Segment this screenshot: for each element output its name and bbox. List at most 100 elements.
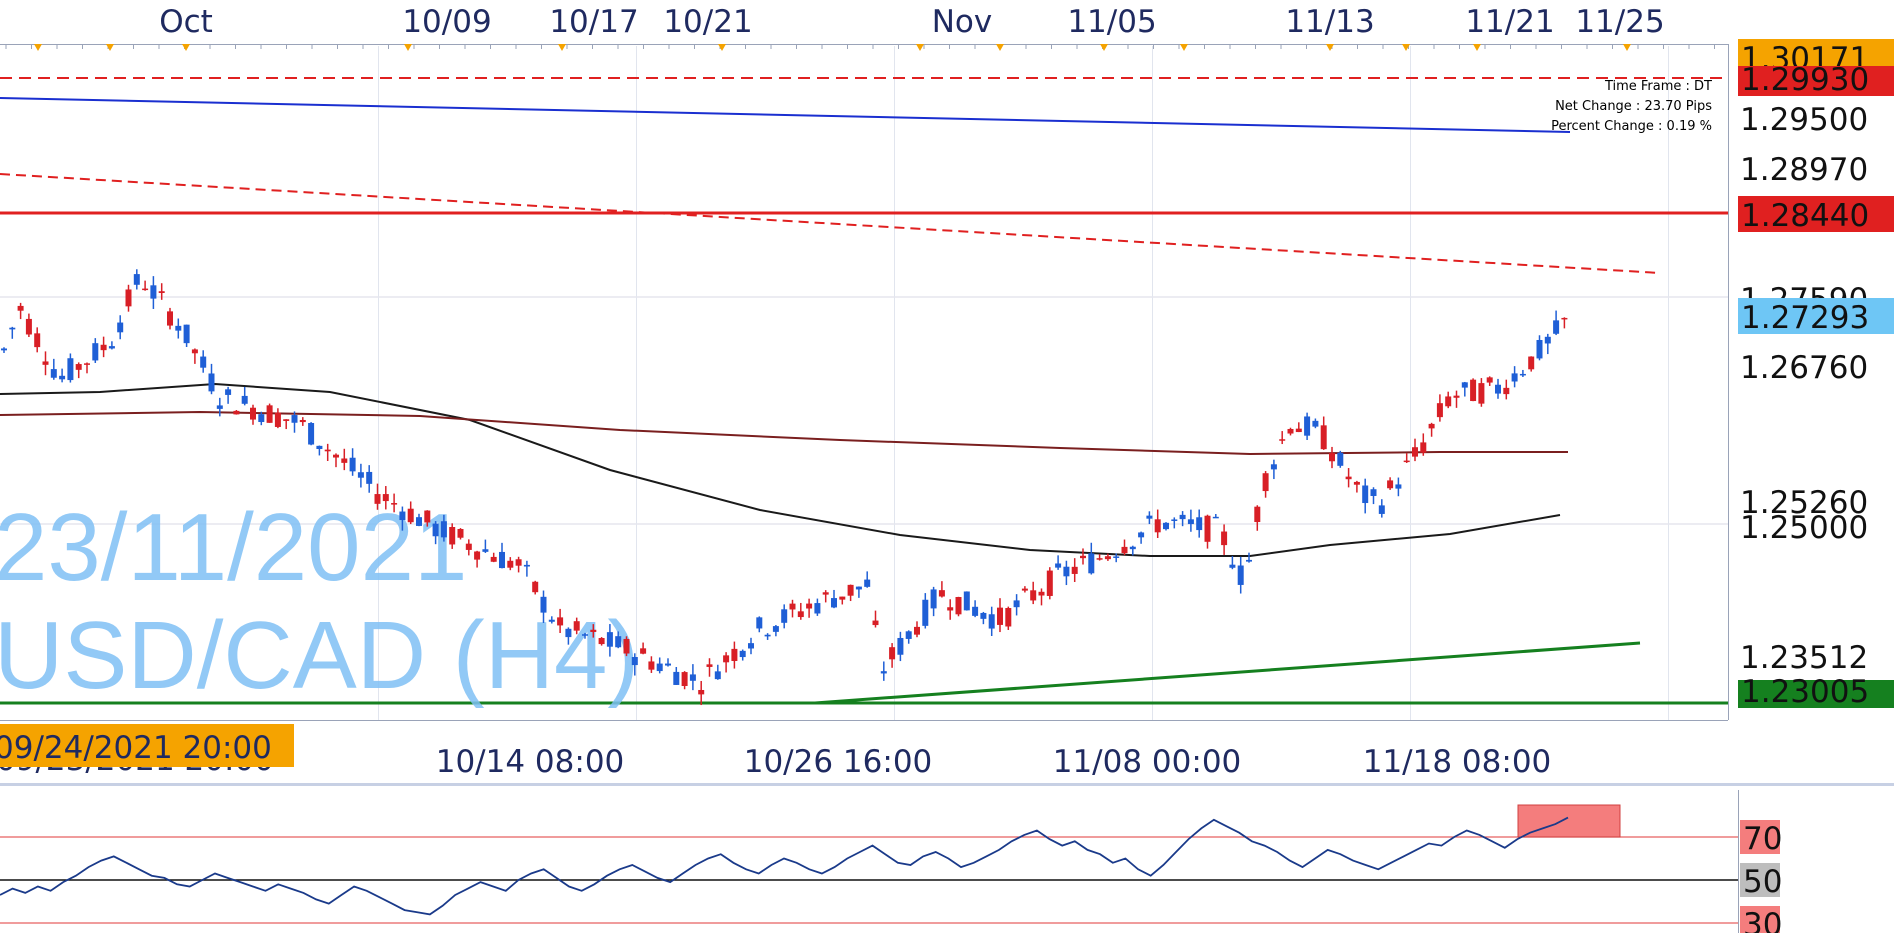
bearish-candle [250,407,256,420]
bearish-candle [1096,558,1103,560]
bearish-candle [1478,383,1485,404]
bearish-candle [1021,588,1028,591]
bullish-candle [50,369,57,378]
bullish-candle [1237,565,1244,585]
bullish-candle [673,671,680,685]
bearish-candle [333,454,339,458]
bullish-candle [1146,515,1153,519]
bullish-candle [963,591,970,611]
bearish-candle [648,661,655,670]
bearish-candle [938,590,945,597]
bullish-candle [1378,505,1385,514]
rsi-panel: 70 50 30 [0,790,1782,933]
bearish-candle [1221,531,1228,546]
bullish-candle [972,606,979,616]
bullish-candle [258,414,265,423]
bullish-candle [1461,382,1468,388]
price-tick-label: 1.28970 [1740,152,1868,188]
bearish-candle [1154,519,1161,533]
bottom-date-label: 11/08 00:00 [1053,744,1242,780]
bullish-candle [67,358,74,381]
bearish-candle [1412,447,1418,457]
bearish-candle [681,672,688,687]
candlesticks [1,269,1568,706]
rsi-tick-box [1740,863,1780,897]
bearish-candle [1254,506,1261,523]
period-marker [996,44,1004,51]
rsi-line [0,816,1569,916]
bullish-candle [108,346,115,349]
level-label-value: 1.29930 [1741,62,1869,98]
bullish-candle [615,636,622,648]
bearish-candle [449,527,456,545]
top-date-label: 11/05 [1067,4,1156,40]
price-tick-label: 1.29500 [1740,102,1868,138]
level-label-value: 1.28440 [1741,198,1869,234]
bearish-candle [474,551,481,560]
bullish-candle [1337,452,1344,466]
bearish-candle [839,596,846,600]
bearish-candle [100,344,107,351]
period-marker [1473,44,1481,51]
bullish-candle [1013,600,1020,608]
level-label-value: 1.27293 [1741,300,1869,336]
price-tick-label: 1.26760 [1740,350,1868,386]
period-marker [1402,44,1410,51]
period-marker [1180,44,1188,51]
bullish-candle [1544,336,1551,344]
bearish-candle [997,607,1003,625]
bullish-candle [1129,546,1136,550]
bearish-candle [266,405,273,423]
top-date-label: Oct [159,4,213,40]
bullish-candle [880,671,887,674]
bullish-candle [150,285,157,299]
period-marker [916,44,924,51]
level-label-box [1738,298,1894,334]
bullish-candle [1229,564,1236,568]
period-marker [404,44,412,51]
bullish-candle [1312,420,1319,427]
bearish-candle [374,494,381,504]
bullish-candle [565,628,572,638]
bearish-candle [557,617,564,626]
bullish-candle [1196,517,1203,531]
bullish-candle [764,634,771,637]
price-tick-label: 1.25000 [1740,510,1868,546]
price-axis-labels: 1.295001.289701.275901.267601.252601.250… [1740,102,1868,676]
bearish-candle [847,584,854,596]
cursor-time-box [0,724,294,767]
bullish-candle [831,598,837,608]
bullish-candle [1270,464,1277,470]
bullish-candle [523,564,530,567]
bearish-candle [640,648,647,654]
bearish-candle [1121,546,1128,554]
date-watermark: 23/11/2021 [0,494,467,601]
panel-separator [0,783,1894,786]
bearish-candle [1204,515,1211,542]
bullish-candle [1553,320,1560,334]
bearish-candle [806,603,813,609]
bullish-candle [9,327,16,330]
bearish-candle [324,449,331,452]
period-marker [1326,44,1334,51]
bullish-candle [1212,516,1219,519]
bullish-candle [714,671,721,680]
bearish-candle [1005,608,1012,627]
bearish-candle [723,655,730,663]
bearish-candle [1279,439,1286,441]
bearish-candle [1320,425,1327,450]
period-marker [718,44,726,51]
bearish-candle [167,311,173,326]
bullish-candle [416,517,422,526]
bullish-candle [241,395,248,404]
bullish-candle [1370,489,1377,496]
price-tick-label: 1.25260 [1740,485,1868,521]
bearish-candle [1403,460,1410,463]
bullish-candle [922,599,929,626]
bullish-candle [216,405,223,409]
bullish-candle [308,422,315,445]
vertical-grid [378,46,1669,720]
period-marker [1100,44,1108,51]
bullish-candle [117,322,124,333]
